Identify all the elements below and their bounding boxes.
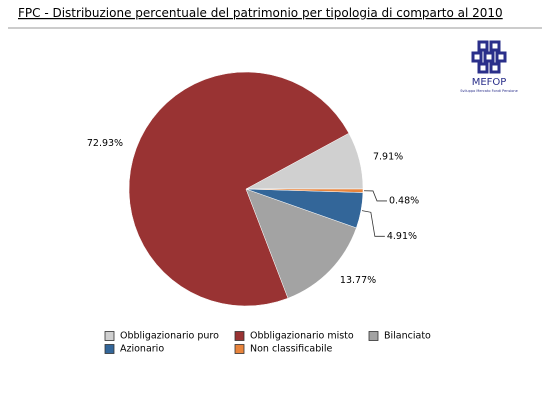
leader-line: [361, 210, 385, 237]
legend-label: Azionario: [120, 344, 164, 355]
logo-mark: [471, 40, 507, 74]
legend-swatch: [368, 331, 379, 341]
data-label: 0.48%: [389, 195, 419, 206]
pie-slice: [128, 71, 350, 307]
pie-slice: [245, 188, 357, 299]
legend-swatch: [234, 344, 245, 354]
legend-label: Non classificabile: [250, 344, 333, 355]
pie-slice: [245, 188, 364, 193]
legend-label: Bilanciato: [384, 331, 431, 342]
logo: MEFOP Sviluppo Mercato Fondi Pensione: [460, 40, 518, 93]
leader-line: [363, 190, 387, 202]
data-label: 13.77%: [340, 275, 376, 286]
legend-label: Obbligazionario puro: [120, 331, 219, 342]
data-label: 7.91%: [373, 151, 403, 162]
legend-swatch: [104, 331, 115, 341]
legend-label: Obbligazionario misto: [250, 331, 354, 342]
data-label: 72.93%: [87, 138, 123, 149]
legend-swatch: [104, 344, 115, 354]
chart-title: FPC - Distribuzione percentuale del patr…: [18, 6, 503, 20]
legend-swatch: [234, 331, 245, 341]
data-label: 4.91%: [387, 231, 417, 242]
logo-tagline: Sviluppo Mercato Fondi Pensione: [460, 89, 518, 93]
logo-name: MEFOP: [472, 77, 507, 88]
